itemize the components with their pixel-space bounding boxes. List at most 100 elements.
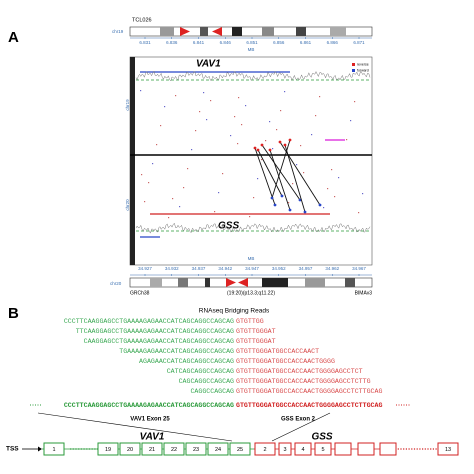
read-right: GTGTTGG (236, 318, 264, 325)
axis-tick-label: 6.831 (139, 40, 151, 45)
read-dot (269, 121, 271, 123)
bridge-line (279, 141, 321, 206)
read-dot (303, 172, 305, 174)
read-left: TTCAAGGAGCCTGAAAAGAGAACCATCAGCAGGCCAGCAG (76, 328, 234, 335)
assembly: GRCh38 (130, 290, 150, 296)
read-dot (152, 163, 154, 165)
axis-tick-label: 34.932 (165, 266, 179, 271)
exon-connectors (30, 404, 410, 442)
bridge-end (278, 140, 282, 144)
read-dot (331, 169, 333, 171)
read-dot (249, 216, 251, 218)
read-dot (179, 206, 181, 208)
bridge-end (273, 203, 277, 207)
axis-tick-label: 34.942 (218, 266, 232, 271)
axis-tick-label: 6.866 (327, 40, 339, 45)
exon (278, 442, 292, 456)
gene-label: GSS (311, 432, 332, 443)
exon-number: 1 (52, 447, 55, 453)
read-dot (300, 145, 302, 147)
bridge-line (261, 144, 301, 201)
tss-label: TSS (6, 446, 19, 453)
exon-number: 19 (105, 447, 111, 453)
exon (254, 442, 276, 456)
read-right: GTGTTGGGAT (236, 328, 276, 335)
axis-unit: MB (248, 47, 255, 52)
read-dot (156, 144, 158, 146)
read-dot (292, 183, 294, 185)
reads-title: RNAseq Bridging Reads (199, 308, 270, 315)
exon-number: 24 (215, 447, 221, 453)
chr-label: chr20 (110, 281, 122, 286)
read-dot (362, 193, 364, 195)
axis-tick-label: 6.836 (166, 40, 178, 45)
chr-label: chr19 (112, 29, 124, 34)
read-dot (272, 148, 274, 150)
read-dot (319, 96, 321, 98)
sample-id: TCL026 (132, 17, 152, 23)
exon (141, 442, 163, 456)
read-dot (148, 182, 150, 184)
read-dot (191, 149, 193, 151)
bridge-line (284, 144, 306, 213)
axis-tick-label: 34.967 (352, 266, 366, 271)
exon-number: 13 (445, 447, 451, 453)
exon (294, 442, 312, 456)
translocation: (19:20)(p13.3;q11.22) (227, 290, 275, 296)
axis-tick-label: 34.952 (272, 266, 286, 271)
read-dot (358, 212, 360, 214)
read-dot (288, 202, 290, 204)
consensus-left: CCCTTCAAGGAGCCTGAAAAGAGAACCATCAGCAGGCCAG… (64, 402, 234, 409)
panel-label: B (8, 305, 19, 322)
read-right: GTGTTGGGAT (236, 338, 276, 345)
exon (229, 442, 251, 456)
read-right: GTGTTGGGATGGCCACCAACT (236, 348, 319, 355)
read-right: GTGTTGGGATGGCCACCAACTGGGG (236, 358, 335, 365)
signal-trace (135, 222, 371, 234)
read-dot (183, 187, 185, 189)
axis-tick-label: 34.947 (245, 266, 259, 271)
read-dot (214, 211, 216, 213)
exon-number: 5 (321, 447, 324, 453)
read-dot (350, 120, 352, 122)
exon-number: 4 (301, 447, 304, 453)
read-right: GTGTTGGGATGGCCACCAACTGGGGAGCCTCTTG (236, 378, 371, 385)
axis-tick-label: 6.851 (246, 40, 258, 45)
read-right: GTGTTGGGATGGCCACCAACTGGGGAGCCTCTTGCAG (236, 388, 382, 395)
exon-number: 22 (171, 447, 177, 453)
read-dot (245, 105, 247, 107)
read-left: CAGCAGGCCAGCAG (179, 378, 234, 385)
gene-label: VAV1 (196, 59, 221, 70)
read-dot (164, 106, 166, 108)
read-left: CAGGCCAGCAG (190, 388, 234, 395)
read-right: GTGTTGGGATGGCCACCAACTGGGGAGCCTCT (236, 368, 363, 375)
exon (119, 442, 141, 456)
ideogram-bottom (129, 274, 373, 288)
read-dot (354, 101, 356, 103)
axis-unit: MB (248, 256, 255, 261)
exon-number: 20 (127, 447, 133, 453)
read-dot (187, 168, 189, 170)
gene-label: GSS (218, 221, 239, 232)
signal-trace (135, 70, 371, 82)
exon (437, 442, 459, 456)
exon (163, 442, 185, 456)
read-dot (315, 115, 317, 117)
exon-number: 2 (263, 447, 266, 453)
exon-label: VAV1 Exon 25 (130, 417, 170, 423)
bridge-end (268, 148, 272, 152)
read-dot (230, 135, 232, 137)
exon-label: GSS Exon 2 (281, 417, 316, 423)
exon-number: 3 (283, 447, 286, 453)
version: BIMAv3 (355, 290, 373, 296)
exon (97, 442, 119, 456)
bridge-end (288, 138, 292, 142)
read-dot (284, 91, 286, 93)
read-dot (276, 129, 278, 131)
bridge-line (269, 149, 291, 211)
axis-tick-label: 34.937 (192, 266, 206, 271)
panel-label: A (8, 29, 19, 46)
read-dot (160, 125, 162, 127)
consensus-right: GTGTTGGGATGGCCACCAACTGGGGAGCCTCTTGCAG (236, 402, 382, 409)
